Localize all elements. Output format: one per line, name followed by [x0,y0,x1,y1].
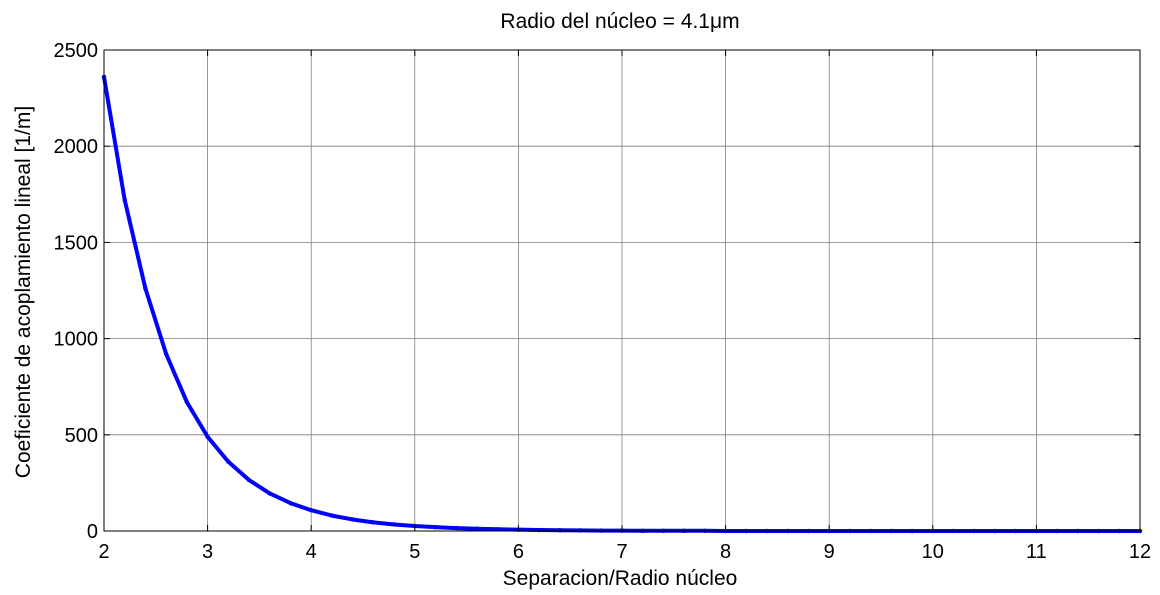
y-axis-label: Coeficiente de acoplamiento lineal [1/m] [12,106,35,478]
data-point [143,286,148,291]
data-point [163,351,169,357]
data-point [122,197,127,203]
x-tick-label: 11 [1026,541,1047,563]
y-tick-label: 2000 [54,136,99,158]
x-tick-label: 3 [202,541,213,563]
data-point [329,513,335,518]
data-point [454,525,459,531]
y-tick-label: 1000 [54,329,99,351]
ticks-layer: 2 3 4 5 6 7 8 9 10 11 12 0 500 1000 1500 2000 2500 [54,40,1152,563]
data-point [246,477,252,483]
chart-title: Radio del núcleo = 4.1μm [500,10,739,33]
data-point [557,528,563,533]
data-point [288,500,293,506]
data-point [371,520,376,525]
x-tick-label: 4 [306,541,317,563]
data-point [536,527,542,533]
data-point [474,526,480,531]
x-tick-label: 9 [824,541,835,563]
data-point [578,528,583,533]
data-point [391,522,397,527]
x-tick-label: 7 [616,541,627,563]
data-point [309,508,314,513]
data-point [433,524,438,530]
data-point [184,399,190,405]
x-tick-label: 12 [1129,541,1151,563]
grid [104,50,1140,531]
x-tick-label: 5 [409,541,420,563]
x-tick-label: 8 [720,541,731,563]
data-point [205,434,210,439]
data-point [495,527,500,532]
data-point [267,491,272,496]
y-tick-label: 500 [65,425,98,447]
data-point [226,459,231,464]
y-tick-label: 0 [87,521,98,543]
x-tick-label: 6 [513,541,524,563]
x-axis-label: Separacion/Radio núcleo [503,567,738,590]
data-point [350,517,355,522]
x-tick-label: 10 [922,541,944,563]
x-tick-label: 2 [98,541,109,563]
y-tick-label: 2500 [54,40,99,62]
y-tick-label: 1500 [54,232,99,254]
